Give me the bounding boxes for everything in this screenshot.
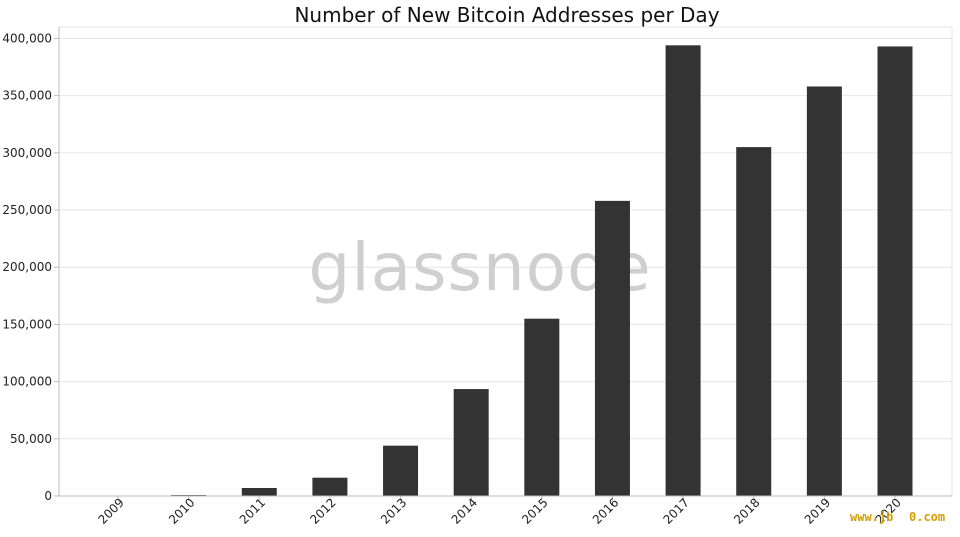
x-tick-label: 2017: [661, 495, 692, 526]
x-tick-label: 2010: [166, 495, 197, 526]
x-tick-label: 2012: [307, 495, 338, 526]
chart-title: Number of New Bitcoin Addresses per Day: [294, 3, 719, 27]
x-tick-label: 2018: [731, 495, 762, 526]
y-tick-label: 0: [44, 489, 52, 503]
bar-2013: [383, 445, 419, 496]
bar-2020: [877, 46, 913, 496]
bar-2016: [594, 200, 630, 496]
y-tick-label: 250,000: [2, 203, 52, 217]
y-tick-label: 100,000: [2, 375, 52, 389]
bar-2019: [806, 86, 842, 497]
y-tick-label: 50,000: [10, 432, 52, 446]
y-tick-label: 150,000: [2, 317, 52, 331]
bar-2018: [736, 147, 772, 497]
y-tick-label: 300,000: [2, 146, 52, 160]
x-tick-label: 2009: [95, 495, 126, 526]
x-tick-label: 2011: [237, 495, 268, 526]
bar-2017: [665, 45, 701, 497]
bar-2011: [241, 487, 277, 496]
x-tick-label: 2013: [378, 495, 409, 526]
glassnode-watermark: glassnode: [308, 229, 651, 306]
y-tick-label: 350,000: [2, 89, 52, 103]
site-watermark-text: www.jb: [850, 510, 893, 524]
y-tick-label: 200,000: [2, 260, 52, 274]
bar-2012: [312, 477, 348, 496]
x-tick-label: 2019: [802, 495, 833, 526]
site-watermark: www.jb 0.com: [850, 510, 945, 524]
site-watermark-text-tail: 0.com: [909, 510, 945, 524]
y-tick-label: 400,000: [2, 31, 52, 45]
x-tick-label: 2015: [519, 495, 550, 526]
bars: [100, 45, 913, 497]
bar-2014: [453, 389, 489, 496]
x-tick-label: 2016: [590, 495, 621, 526]
bar-2015: [524, 318, 560, 496]
x-tick-label: 2014: [449, 495, 480, 526]
